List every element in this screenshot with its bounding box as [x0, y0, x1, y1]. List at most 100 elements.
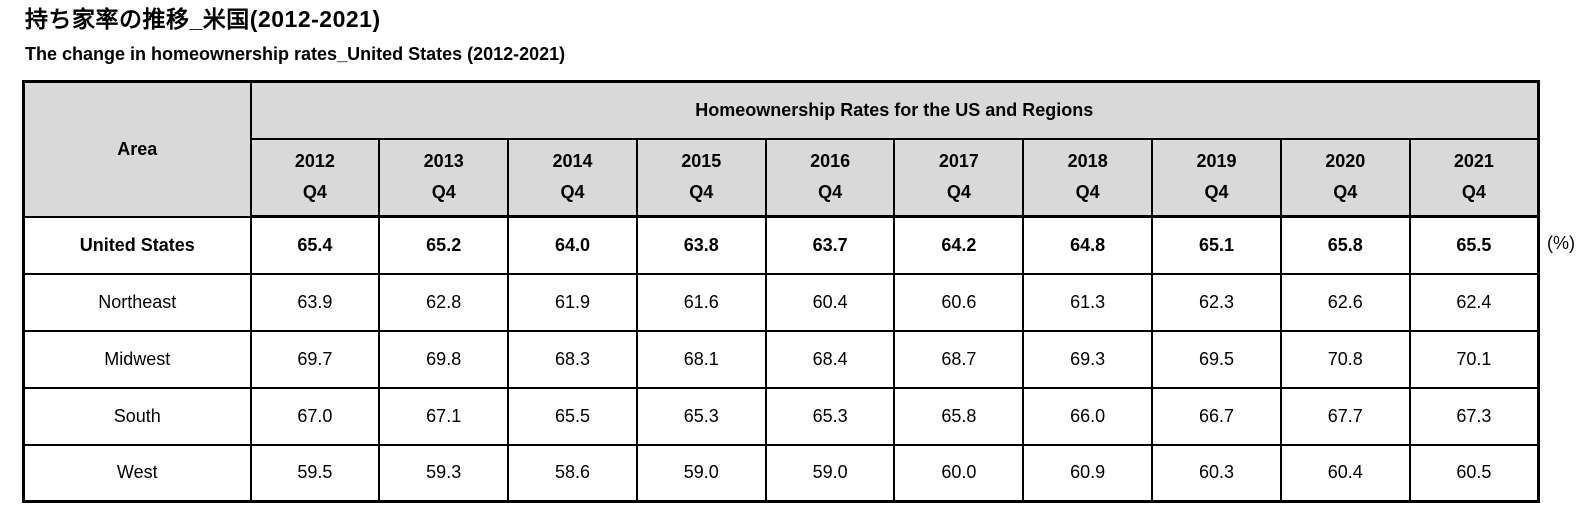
value-cell: 67.7 — [1279, 386, 1411, 446]
value-cell: 63.9 — [249, 272, 381, 332]
year-column-header: 2020 Q4 — [1279, 137, 1411, 219]
year-column-header: 2018 Q4 — [1022, 137, 1154, 219]
value-cell: 68.7 — [893, 329, 1025, 389]
year-label: 2016 — [810, 150, 851, 171]
value-cell: 70.1 — [1408, 329, 1540, 389]
value-cell: 65.5 — [507, 386, 638, 446]
year-label: 2019 — [1196, 150, 1237, 171]
value-cell: 70.8 — [1279, 329, 1411, 389]
table-row: West 59.5 59.3 58.6 59.0 59.0 60.0 60.9 60.3 60.4… — [22, 443, 1540, 503]
value-cell: 69.5 — [1151, 329, 1282, 389]
year-header-row: 2012 Q4 2013 Q4 2014 Q4 2015 Q4 2016 Q4 2017 Q4 2018… — [24, 137, 1540, 219]
quarter-label: Q4 — [302, 182, 327, 203]
page-subtitle-english: The change in homeownership rates_United… — [25, 43, 566, 64]
value-cell: 60.3 — [1151, 443, 1282, 503]
value-cell: 62.6 — [1279, 272, 1411, 332]
year-column-header: 2016 Q4 — [764, 137, 896, 219]
page-title-japanese: 持ち家率の推移_米国(2012-2021) — [25, 6, 381, 32]
value-cell: 64.0 — [507, 215, 638, 275]
value-cell: 62.4 — [1408, 272, 1540, 332]
value-cell: 68.3 — [507, 329, 638, 389]
area-cell: South — [22, 386, 252, 446]
quarter-label: Q4 — [818, 182, 843, 203]
value-cell: 66.0 — [1022, 386, 1154, 446]
value-cell: 61.3 — [1022, 272, 1154, 332]
year-column-header: 2021 Q4 — [1408, 137, 1540, 219]
area-cell: West — [22, 443, 252, 503]
area-cell: United States — [22, 215, 252, 275]
group-header-row: Area Homeownership Rates for the US and … — [22, 80, 1540, 218]
value-cell: 65.3 — [635, 386, 767, 446]
value-cell: 66.7 — [1151, 386, 1282, 446]
value-cell: 60.6 — [893, 272, 1025, 332]
quarter-label: Q4 — [1461, 182, 1486, 203]
year-label: 2020 — [1325, 150, 1366, 171]
year-column-header: 2012 Q4 — [249, 137, 381, 219]
value-cell: 59.5 — [249, 443, 381, 503]
value-cell: 60.5 — [1408, 443, 1540, 503]
year-column-header: 2017 Q4 — [893, 137, 1025, 219]
table-zone: Area Homeownership Rates for the US and … — [22, 80, 1589, 504]
table-body: United States 65.4 65.2 64.0 63.8 63.7 64.2 64.… — [22, 215, 1540, 503]
value-cell: 60.4 — [1279, 443, 1411, 503]
value-cell: 64.2 — [893, 215, 1025, 275]
year-column-header: 2019 Q4 — [1151, 137, 1282, 219]
year-label: 2021 — [1453, 150, 1494, 171]
value-cell: 61.6 — [635, 272, 767, 332]
year-label: 2012 — [294, 150, 335, 171]
value-cell: 69.7 — [249, 329, 381, 389]
value-cell: 60.9 — [1022, 443, 1154, 503]
table-header: Area Homeownership Rates for the US and … — [22, 80, 1540, 219]
value-cell: 61.9 — [507, 272, 638, 332]
year-column-header: 2013 Q4 — [378, 137, 510, 219]
value-cell: 60.4 — [764, 272, 896, 332]
homeownership-rates-table: Area Homeownership Rates for the US and … — [22, 80, 1540, 504]
quarter-label: Q4 — [560, 182, 585, 203]
area-cell: Northeast — [22, 272, 252, 332]
value-cell: 60.0 — [893, 443, 1025, 503]
quarter-label: Q4 — [689, 182, 714, 203]
table-row: Midwest 69.7 69.8 68.3 68.1 68.4 68.7 69.3 69.5 7… — [22, 329, 1540, 389]
value-cell: 67.1 — [378, 386, 510, 446]
quarter-label: Q4 — [946, 182, 971, 203]
year-column-header: 2015 Q4 — [635, 137, 767, 219]
value-cell: 67.3 — [1408, 386, 1540, 446]
value-cell: 65.8 — [1279, 215, 1411, 275]
table-row: United States 65.4 65.2 64.0 63.8 63.7 64.2 64.… — [22, 215, 1540, 275]
table-row: Northeast 63.9 62.8 61.9 61.6 60.4 60.6 61.3 62.… — [22, 272, 1540, 332]
value-cell: 64.8 — [1022, 215, 1154, 275]
value-cell: 68.1 — [635, 329, 767, 389]
value-cell: 65.2 — [378, 215, 510, 275]
value-cell: 69.8 — [378, 329, 510, 389]
value-cell: 62.8 — [378, 272, 510, 332]
quarter-label: Q4 — [1075, 182, 1100, 203]
year-label: 2018 — [1067, 150, 1108, 171]
value-cell: 65.3 — [764, 386, 896, 446]
quarter-label: Q4 — [1333, 182, 1358, 203]
year-column-header: 2014 Q4 — [507, 137, 638, 219]
value-cell: 59.3 — [378, 443, 510, 503]
value-cell: 59.0 — [635, 443, 767, 503]
value-cell: 68.4 — [764, 329, 896, 389]
percent-unit-label: (%) — [1547, 233, 1575, 254]
area-column-header: Area — [22, 80, 252, 218]
quarter-label: Q4 — [1204, 182, 1229, 203]
value-cell: 63.8 — [635, 215, 767, 275]
value-cell: 62.3 — [1151, 272, 1282, 332]
value-cell: 65.5 — [1408, 215, 1540, 275]
table-group-header: Homeownership Rates for the US and Regio… — [249, 80, 1540, 140]
value-cell: 69.3 — [1022, 329, 1154, 389]
year-label: 2015 — [681, 150, 722, 171]
table-row: South 67.0 67.1 65.5 65.3 65.3 65.8 66.0 66.7 67.… — [22, 386, 1540, 446]
value-cell: 65.4 — [249, 215, 381, 275]
quarter-label: Q4 — [431, 182, 456, 203]
value-cell: 65.8 — [893, 386, 1025, 446]
year-label: 2017 — [938, 150, 979, 171]
value-cell: 63.7 — [764, 215, 896, 275]
year-label: 2013 — [423, 150, 464, 171]
value-cell: 65.1 — [1151, 215, 1282, 275]
year-label: 2014 — [552, 150, 593, 171]
value-cell: 59.0 — [764, 443, 896, 503]
value-cell: 58.6 — [507, 443, 638, 503]
